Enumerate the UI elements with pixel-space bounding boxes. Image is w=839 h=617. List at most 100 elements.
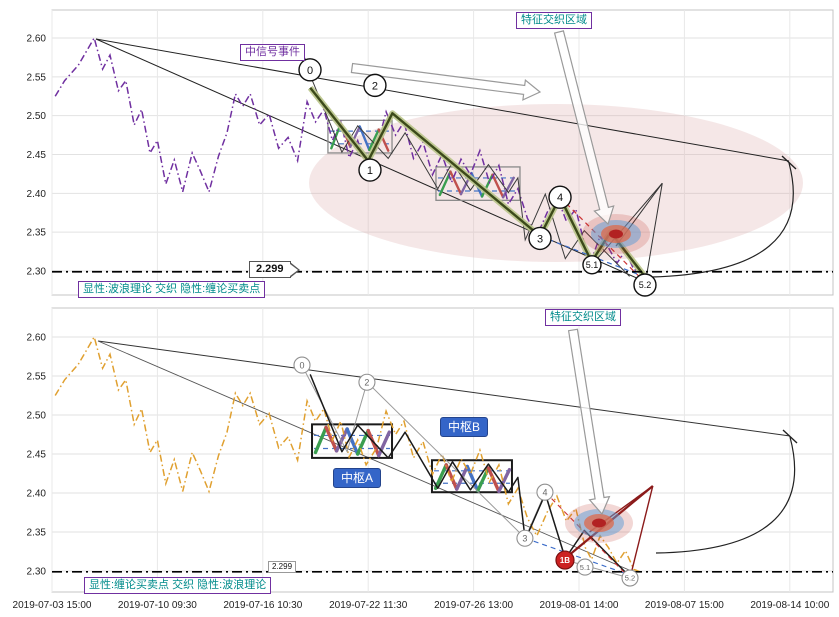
y-axis-tick-label: 2.50 xyxy=(27,111,47,122)
support-price-callout-top: 2.299 xyxy=(249,261,300,278)
price-line-top xyxy=(54,36,643,274)
feature-interweave-region-label-bottom: 特征交织区域 xyxy=(545,309,621,326)
y-axis-tick-label: 2.35 xyxy=(27,228,47,239)
wave-marker-label: 2 xyxy=(372,80,378,92)
wave-marker xyxy=(293,356,311,374)
signal-heat-blob xyxy=(592,518,606,528)
pivot-b-label: 中枢B xyxy=(440,417,489,437)
x-axis-tick-label: 2019-08-01 14:00 xyxy=(540,600,619,611)
projection-dash-red xyxy=(544,491,630,579)
y-axis-tick-label: 2.40 xyxy=(27,189,47,200)
x-axis-tick-label: 2019-07-03 15:00 xyxy=(13,600,92,611)
y-axis-tick-label: 2.55 xyxy=(27,72,47,83)
signal-heat-blob xyxy=(609,229,623,239)
wave-marker xyxy=(363,73,387,98)
wave-marker xyxy=(536,483,554,501)
pivot-zigzag xyxy=(449,170,463,196)
legend-bottom-explicit-chan: 显性:缠论买卖点 交织 隐性:波浪理论 xyxy=(84,577,272,594)
pivot-zone-box xyxy=(430,459,513,494)
price-line-bottom xyxy=(54,335,643,574)
x-axis-tick-label: 2019-07-22 11:30 xyxy=(329,600,408,611)
pivot-zigzag xyxy=(491,173,505,199)
buy-point-label: 1B xyxy=(560,556,570,565)
wave-marker xyxy=(576,558,594,576)
measure-tick xyxy=(782,429,798,444)
wave-marker xyxy=(358,373,376,391)
pivot-zigzag xyxy=(334,427,349,453)
trendline xyxy=(95,38,790,162)
y-axis-tick-label: 2.35 xyxy=(27,528,47,539)
y-axis-tick-label: 2.55 xyxy=(27,372,47,383)
buy-point-marker xyxy=(555,550,575,570)
wave-marker xyxy=(582,255,602,275)
pivot-zigzag xyxy=(433,463,448,491)
pivot-zigzag xyxy=(313,425,328,455)
trend-arrow-icon xyxy=(350,62,542,101)
chan-panel-plot-area xyxy=(51,307,834,593)
wave-marker-label: 2 xyxy=(364,377,369,387)
x-axis-tick-label: 2019-07-16 10:30 xyxy=(223,600,302,611)
x-axis-tick-label: 2019-07-26 13:00 xyxy=(434,600,513,611)
pivot-zigzag xyxy=(377,430,391,458)
projection-dash-red xyxy=(559,196,646,284)
x-axis-tick-label: 2019-08-14 10:00 xyxy=(750,600,829,611)
trendline xyxy=(97,340,791,437)
wave-marker xyxy=(548,185,572,209)
chan-line-explicit xyxy=(309,374,631,578)
y-axis-tick-label: 2.30 xyxy=(27,567,47,578)
measure-tick xyxy=(781,155,797,170)
y-axis-tick-label: 2.60 xyxy=(27,333,47,344)
measure-arc xyxy=(651,162,794,278)
wave-marker xyxy=(621,569,639,587)
mid-signal-event-label: 中信号事件 xyxy=(240,44,305,61)
wave-marker-label: 1 xyxy=(367,165,373,177)
pivot-zigzag xyxy=(486,466,501,494)
trend-arrow-icon xyxy=(567,328,611,516)
wave-marker xyxy=(516,529,534,547)
legend-top-explicit-wave: 显性:波浪理论 交织 隐性:缠论买卖点 xyxy=(78,281,266,298)
pivot-zigzag xyxy=(368,128,380,152)
wave-marker-label: 0 xyxy=(300,360,305,370)
wave-marker-label: 3 xyxy=(537,233,543,245)
support-price-value-top: 2.299 xyxy=(256,263,284,275)
support-price-callout-bottom: 2.299 xyxy=(268,561,297,573)
wave-marker xyxy=(298,58,322,82)
pivot-zigzag xyxy=(345,427,360,456)
wave-marker-label: 5.2 xyxy=(625,574,635,583)
measure-arc xyxy=(655,436,796,554)
y-axis-tick-label: 2.40 xyxy=(27,489,47,500)
wave-marker-label: 5.1 xyxy=(580,563,590,572)
pivot-zigzag xyxy=(324,425,339,453)
pivot-zigzag xyxy=(501,176,515,199)
pivot-zigzag xyxy=(497,467,512,494)
y-axis-tick-label: 2.45 xyxy=(27,150,47,161)
pivot-zone-box xyxy=(311,423,394,459)
wave-marker-label: 4 xyxy=(542,487,547,497)
projection-dash-blue xyxy=(525,537,630,576)
feature-interweave-region-label-top: 特征交织区域 xyxy=(516,12,592,29)
y-axis-tick-label: 2.30 xyxy=(27,267,47,278)
wave-marker-label: 3 xyxy=(522,533,527,543)
pivot-a-label: 中枢A xyxy=(333,468,382,488)
trend-arrow-icon xyxy=(553,30,615,226)
wave-marker xyxy=(528,226,552,251)
wave-marker-label: 5.1 xyxy=(586,260,599,270)
wave-marker-label: 0 xyxy=(307,65,313,77)
x-axis-tick-label: 2019-08-07 15:00 xyxy=(645,600,724,611)
wave-marker xyxy=(633,273,657,297)
callout-arrow-icon xyxy=(289,261,308,278)
x-axis-tick-label: 2019-07-10 09:30 xyxy=(118,600,197,611)
chan-line-hidden xyxy=(309,75,630,277)
y-axis-tick-label: 2.50 xyxy=(27,411,47,422)
wave-marker xyxy=(358,158,382,182)
y-axis-tick-label: 2.45 xyxy=(27,450,47,461)
pivot-zone-box xyxy=(435,166,521,201)
support-price-value-bottom: 2.299 xyxy=(272,562,293,571)
pivot-zigzag xyxy=(465,464,480,493)
wave-marker-label: 4 xyxy=(557,192,563,204)
fan-line xyxy=(644,183,663,286)
fan-line-red xyxy=(629,485,654,579)
y-axis-tick-label: 2.60 xyxy=(27,34,47,45)
